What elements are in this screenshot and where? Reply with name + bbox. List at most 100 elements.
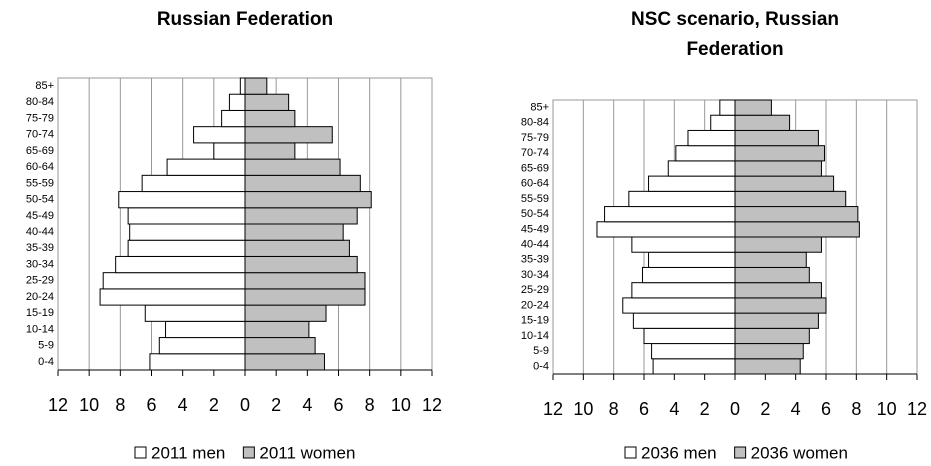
bar [734, 327, 810, 345]
x-tick-label: 2 [209, 395, 219, 415]
legend-label: 2011 men [151, 443, 225, 462]
y-tick-label: 25-29 [26, 275, 54, 287]
bar [141, 174, 246, 193]
bar [632, 312, 736, 329]
x-tick-label: 8 [115, 395, 125, 415]
bar [228, 93, 246, 111]
y-tick-label: 25-29 [521, 284, 549, 296]
bar [244, 320, 310, 339]
chart-title: NSC scenario, Russian Federation [630, 9, 840, 60]
bar [734, 129, 819, 147]
bar [244, 77, 268, 95]
bar [127, 207, 246, 225]
x-tick-label: 8 [851, 399, 861, 419]
x-tick-label: 4 [178, 395, 188, 415]
x-tick-label: 0 [240, 395, 250, 415]
y-tick-label: 45-49 [521, 223, 549, 235]
y-tick-label: 70-74 [521, 147, 549, 159]
bar [244, 288, 366, 306]
y-tick-label: 60-64 [26, 161, 54, 173]
y-tick-label: 15-19 [26, 307, 54, 319]
bar [244, 93, 290, 111]
legend-label: 2011 women [259, 443, 355, 462]
x-tick-label: 2 [760, 399, 770, 419]
x-tick-label: 12 [543, 399, 563, 419]
x-tick-label: 0 [730, 399, 740, 419]
y-tick-label: 10-14 [26, 323, 54, 335]
bar [244, 174, 361, 193]
bar [734, 236, 822, 253]
bar [244, 304, 327, 322]
legend-swatch [134, 446, 147, 459]
bar [652, 358, 736, 375]
bar [651, 343, 736, 360]
bar [244, 239, 350, 257]
bar [628, 190, 736, 208]
bar [604, 206, 736, 223]
x-tick-label: 6 [146, 395, 156, 415]
bar [118, 191, 246, 209]
y-tick-label: 50-54 [26, 194, 54, 206]
bar [734, 282, 822, 299]
y-tick-label: 30-34 [521, 269, 549, 281]
x-tick-label: 10 [79, 395, 99, 415]
bar [719, 99, 736, 116]
x-tick-label: 4 [669, 399, 679, 419]
bar [213, 142, 246, 160]
bar [244, 126, 333, 144]
y-tick-label: 85+ [530, 102, 549, 114]
y-tick-label: 55-59 [521, 193, 549, 205]
y-tick-label: 50-54 [521, 208, 549, 220]
y-tick-label: 0-4 [533, 360, 549, 372]
bar [596, 221, 736, 238]
x-tick-label: 2 [271, 395, 281, 415]
bar [648, 175, 736, 192]
bar [631, 236, 736, 253]
bar [144, 304, 246, 322]
bar [166, 158, 246, 176]
x-tick-label: 4 [791, 399, 801, 419]
bar [734, 358, 801, 375]
bar [244, 272, 366, 290]
bar [129, 223, 246, 241]
y-tick-label: 65-69 [26, 145, 54, 157]
bar [734, 266, 810, 284]
bar [734, 221, 860, 238]
y-tick-label: 30-34 [26, 258, 54, 270]
x-tick-label: 10 [391, 395, 411, 415]
y-tick-label: 60-64 [521, 178, 549, 190]
bar [127, 239, 246, 257]
x-tick-label: 12 [422, 395, 442, 415]
x-tick-label: 10 [877, 399, 897, 419]
bar [622, 297, 736, 314]
bar [244, 207, 358, 225]
x-tick-label: 10 [573, 399, 593, 419]
bar [239, 77, 246, 95]
x-tick-label: 8 [365, 395, 375, 415]
x-tick-label: 12 [907, 399, 927, 419]
bar [734, 175, 835, 192]
bar [648, 251, 736, 268]
y-tick-label: 85+ [35, 80, 54, 92]
legend-swatch [624, 446, 637, 459]
x-tick-label: 6 [821, 399, 831, 419]
bar [221, 109, 246, 128]
bar [734, 99, 772, 116]
y-tick-label: 0-4 [38, 356, 54, 368]
bar [631, 282, 736, 299]
bar [734, 343, 804, 360]
bar [734, 160, 822, 177]
bar [710, 114, 736, 131]
bar [99, 288, 246, 306]
chart-title: Russian Federation [156, 9, 334, 30]
bar [102, 272, 246, 290]
y-tick-label: 80-84 [26, 96, 54, 108]
y-tick-label: 5-9 [38, 340, 54, 352]
y-tick-label: 65-69 [521, 162, 549, 174]
y-tick-label: 10-14 [521, 330, 549, 342]
y-tick-label: 75-79 [26, 112, 54, 124]
y-tick-label: 15-19 [521, 315, 549, 327]
bar [734, 114, 791, 131]
bar [244, 191, 372, 209]
